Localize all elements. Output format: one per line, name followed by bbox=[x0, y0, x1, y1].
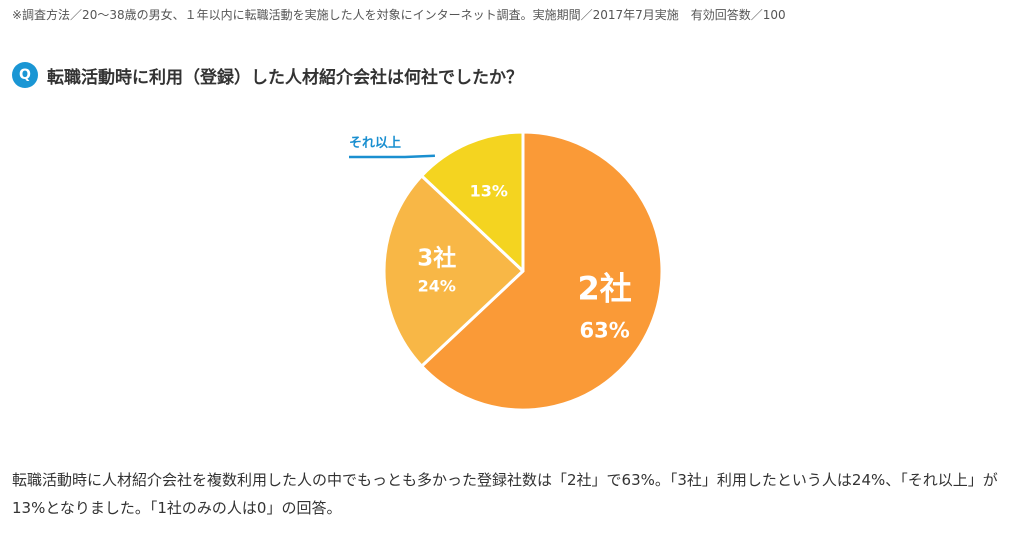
slice-value-1: 63% bbox=[580, 318, 630, 342]
q-badge-icon: Q bbox=[12, 62, 38, 88]
pie-slice-3 bbox=[420, 130, 525, 273]
pie-slice-1 bbox=[420, 130, 664, 412]
slice-value-2: 24% bbox=[418, 277, 456, 296]
description-text: 転職活動時に人材紹介会社を複数利用した人の中でもっとも多かった登録社数は「2社」… bbox=[12, 471, 998, 517]
slice-value-3: 13% bbox=[470, 181, 508, 200]
question-text: 転職活動時に利用（登録）した人材紹介会社は何社でしたか？ bbox=[47, 67, 523, 88]
pie-chart: 2社 63% 3社 24% 13% それ以上 bbox=[349, 130, 664, 412]
pie-slice-2 bbox=[382, 174, 525, 368]
callout-line bbox=[349, 154, 435, 159]
slice-label-1: 2社 bbox=[578, 269, 632, 307]
survey-note: ※調査方法／20～38歳の男女、１年以内に転職活動を実施した人を対象にインターネ… bbox=[12, 8, 786, 22]
callout-label: それ以上 bbox=[349, 136, 401, 151]
slice-label-2: 3社 bbox=[417, 245, 456, 272]
question-heading: Q 転職活動時に利用（登録）した人材紹介会社は何社でしたか？ bbox=[12, 62, 523, 88]
